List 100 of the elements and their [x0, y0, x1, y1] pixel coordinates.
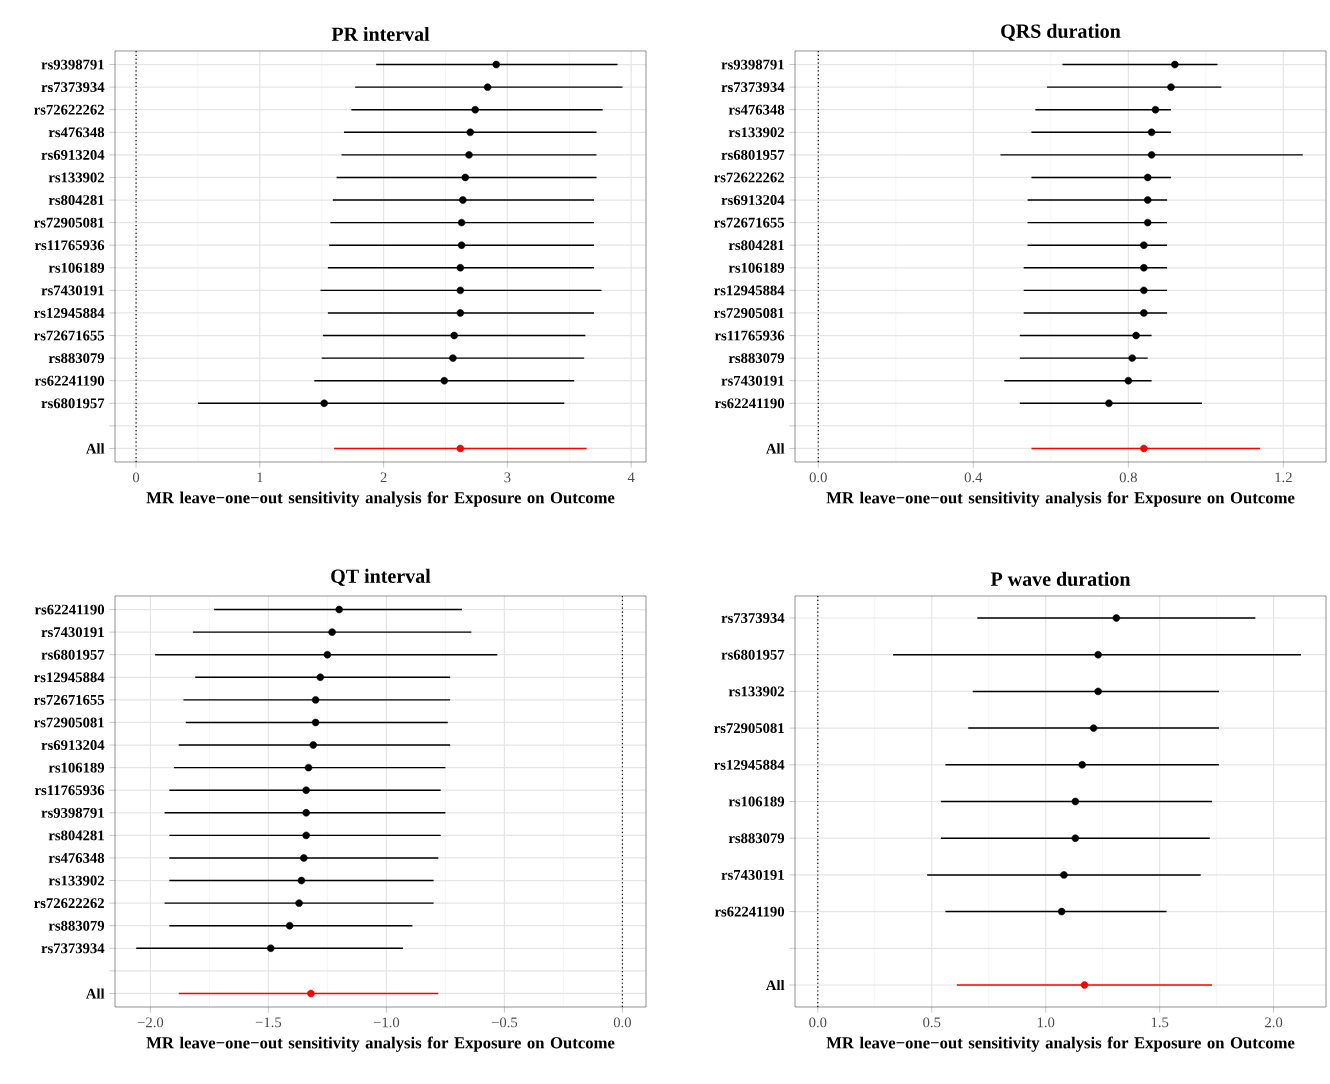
y-tick-label: rs476348	[48, 853, 105, 863]
point	[302, 786, 310, 794]
point	[457, 218, 466, 227]
point	[461, 173, 470, 182]
y-tick-label: rs133902	[48, 875, 104, 886]
y-tick-label: rs883079	[728, 833, 785, 844]
y-tick-label: rs12945884	[714, 285, 785, 296]
point	[1094, 687, 1102, 696]
y-tick-label: rs72671655	[714, 217, 785, 228]
point	[307, 989, 315, 998]
x-tick-label: −0.5	[491, 1017, 518, 1028]
point	[483, 83, 492, 91]
x-axis-title: MR leave−one−out sensitivity analysis for Exposure on Outcome	[146, 491, 615, 507]
chart-title: QT interval	[331, 568, 431, 586]
point	[456, 286, 465, 295]
y-tick-label: rs7373934	[41, 82, 105, 93]
y-tick-label: rs7373934	[721, 613, 785, 623]
y-tick-label: rs72671655	[34, 694, 105, 705]
point	[1143, 173, 1152, 182]
point	[1171, 60, 1179, 69]
y-tick-label: rs804281	[48, 830, 104, 841]
point	[456, 309, 465, 317]
y-tick-label: rs6801957	[41, 649, 105, 660]
point	[1128, 354, 1136, 362]
point	[302, 809, 310, 817]
y-tick-label: rs72905081	[34, 217, 104, 228]
x-tick-label: 0.5	[923, 1017, 941, 1028]
y-tick-label: rs133902	[728, 127, 784, 138]
chart-title: P wave duration	[990, 571, 1131, 586]
point	[471, 105, 479, 114]
y-tick-label: rs11765936	[714, 330, 785, 341]
y-tick-label: rs62241190	[714, 906, 785, 917]
point	[440, 376, 448, 385]
y-tick-label: All	[766, 443, 785, 454]
y-tick-label: rs106189	[728, 796, 785, 807]
point	[1112, 614, 1121, 622]
x-tick-label: 0.0	[809, 1017, 827, 1028]
point	[1089, 724, 1098, 732]
point	[300, 854, 308, 862]
y-tick-label: rs7373934	[721, 82, 785, 93]
x-tick-label: 0	[132, 472, 140, 483]
point	[492, 60, 500, 69]
point	[459, 196, 467, 204]
x-tick-label: 2	[380, 472, 387, 483]
point	[1105, 399, 1113, 408]
y-tick-label: rs804281	[48, 195, 104, 205]
y-tick-label: rs6913204	[721, 195, 785, 205]
point	[1140, 444, 1148, 453]
point	[304, 763, 313, 772]
x-axis-title: MR leave−one−out sensitivity analysis for Exposure on Outcome	[826, 1036, 1295, 1052]
x-tick-label: 1.0	[1037, 1017, 1055, 1028]
y-tick-label: rs62241190	[714, 398, 785, 409]
y-tick-label: rs11765936	[34, 240, 105, 251]
y-tick-label: rs72905081	[714, 723, 784, 734]
y-tick-label: rs12945884	[34, 672, 105, 683]
y-tick-label: rs7430191	[721, 375, 784, 386]
y-tick-label: rs6801957	[41, 398, 105, 409]
y-tick-label: rs476348	[48, 127, 105, 138]
x-tick-label: 0.4	[964, 472, 983, 483]
point	[311, 696, 320, 704]
y-tick-label: rs72622262	[34, 104, 104, 115]
x-tick-label: 0.0	[613, 1017, 632, 1028]
y-tick-label: rs133902	[48, 172, 104, 183]
y-tick-label: rs883079	[728, 353, 785, 364]
y-tick-label: rs133902	[728, 686, 784, 697]
y-tick-label: rs72622262	[34, 898, 104, 909]
point	[465, 151, 473, 159]
y-tick-label: rs106189	[728, 262, 785, 273]
y-tick-label: rs9398791	[721, 59, 784, 70]
y-tick-label: rs6913204	[41, 740, 105, 750]
x-tick-label: 1.2	[1275, 472, 1292, 483]
point	[320, 399, 328, 408]
y-tick-label: rs6801957	[721, 149, 785, 160]
point	[309, 741, 317, 749]
y-tick-label: rs7430191	[721, 869, 784, 880]
point	[335, 605, 343, 614]
point	[285, 921, 294, 930]
point	[1071, 797, 1080, 806]
point	[1132, 331, 1140, 340]
chart-title: QRS duration	[1001, 23, 1121, 41]
point	[1147, 128, 1156, 137]
y-tick-label: rs883079	[48, 353, 105, 364]
y-tick-label: All	[86, 988, 105, 999]
x-tick-label: 3	[504, 472, 511, 483]
y-tick-label: rs72905081	[714, 308, 784, 318]
point	[316, 673, 325, 682]
point	[1057, 907, 1066, 916]
x-axis-title: MR leave−one−out sensitivity analysis for Exposure on Outcome	[146, 1036, 615, 1052]
point	[1124, 376, 1133, 385]
y-tick-label: All	[86, 443, 105, 454]
point	[456, 444, 465, 453]
y-tick-label: rs6801957	[721, 649, 785, 660]
y-tick-label: rs9398791	[41, 59, 104, 70]
point	[449, 354, 457, 362]
point	[267, 944, 275, 953]
point	[1060, 871, 1068, 879]
y-tick-label: rs804281	[728, 240, 784, 251]
point	[1147, 151, 1156, 159]
point	[1140, 264, 1148, 272]
point	[311, 718, 320, 727]
